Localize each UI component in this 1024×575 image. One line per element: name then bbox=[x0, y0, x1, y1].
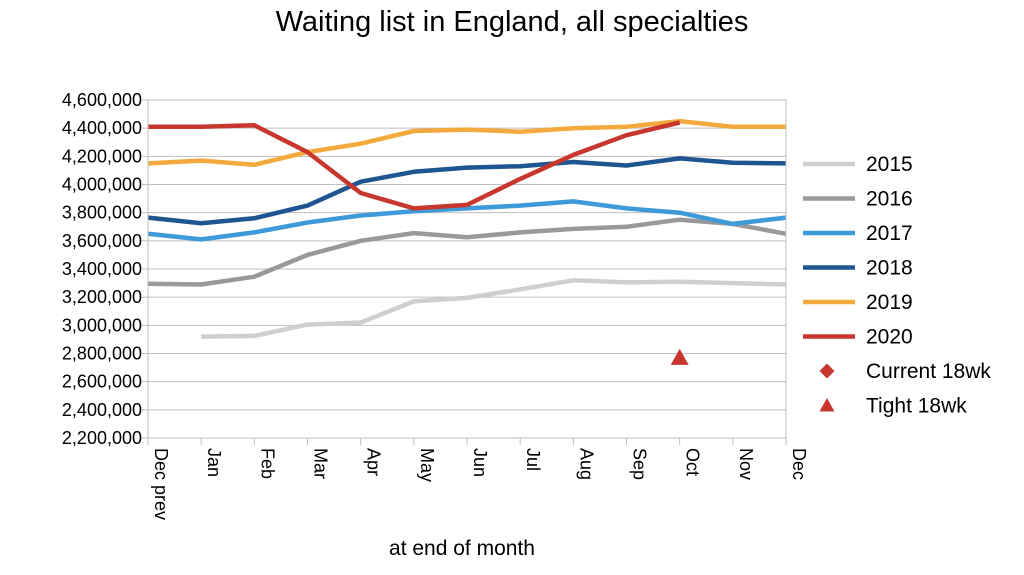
series-line-2015 bbox=[201, 278, 787, 339]
y-tick-label: 2,600,000 bbox=[62, 372, 142, 392]
x-tick-label: Aug bbox=[576, 448, 596, 480]
grid-lines bbox=[142, 99, 787, 445]
y-tick-label: 3,000,000 bbox=[62, 315, 142, 335]
y-tick-label: 4,600,000 bbox=[62, 90, 142, 110]
legend-label: 2020 bbox=[866, 326, 913, 349]
series-line-2019 bbox=[147, 118, 786, 168]
y-tick-label: 4,000,000 bbox=[62, 175, 142, 195]
marker-triangle bbox=[670, 348, 689, 365]
legend-label: Tight 18wk bbox=[866, 395, 967, 418]
x-tick-label: Oct bbox=[683, 448, 703, 476]
x-tick-label: Nov bbox=[736, 448, 756, 480]
y-axis-tick-labels: 2,200,000 2,400,000 2,600,000 2,800,000 3,00… bbox=[62, 90, 142, 448]
legend-label: 2018 bbox=[866, 257, 913, 280]
series-lines bbox=[147, 118, 787, 339]
x-axis-tick-labels: Dec prev Jan Feb Mar Apr May Jun Jul Aug Sep Oct No… bbox=[151, 448, 809, 520]
legend-marker-triangle bbox=[819, 398, 835, 412]
y-tick-label: 3,200,000 bbox=[62, 287, 142, 307]
legend: 2015 2016 2017 2018 2019 2020 Current 18wk Tigh… bbox=[803, 153, 991, 418]
y-tick-label: 3,600,000 bbox=[62, 231, 142, 251]
legend-label: 2017 bbox=[866, 222, 913, 245]
y-tick-label: 2,800,000 bbox=[62, 344, 142, 364]
x-tick-label: May bbox=[417, 448, 437, 482]
series-line-2020 bbox=[148, 120, 681, 211]
x-tick-label: Jun bbox=[470, 448, 490, 477]
marker-points bbox=[670, 348, 689, 365]
x-tick-label: Jul bbox=[523, 448, 543, 471]
y-tick-label: 2,400,000 bbox=[62, 400, 142, 420]
y-tick-label: 4,200,000 bbox=[62, 146, 142, 166]
chart-title: Waiting list in England, all specialties bbox=[275, 6, 749, 38]
y-tick-label: 4,400,000 bbox=[62, 118, 142, 138]
x-tick-label: Dec bbox=[789, 448, 809, 480]
x-tick-label: Dec prev bbox=[151, 448, 171, 520]
x-tick-label: Mar bbox=[311, 448, 331, 479]
x-axis-title: at end of month bbox=[389, 537, 535, 560]
legend-marker-diamond bbox=[819, 363, 835, 379]
y-tick-label: 3,800,000 bbox=[62, 203, 142, 223]
series-line-2017 bbox=[147, 199, 787, 242]
x-tick-label: Jan bbox=[204, 448, 224, 477]
plot-area-frame bbox=[147, 99, 787, 439]
legend-label: 2016 bbox=[866, 188, 913, 211]
series-line-2016 bbox=[147, 217, 787, 287]
series-line-2018 bbox=[147, 156, 787, 226]
y-tick-label: 2,200,000 bbox=[62, 428, 142, 448]
legend-label: Current 18wk bbox=[866, 360, 991, 383]
legend-label: 2015 bbox=[866, 153, 913, 176]
x-tick-label: Apr bbox=[364, 448, 384, 476]
x-tick-label: Feb bbox=[257, 448, 277, 479]
legend-label: 2019 bbox=[866, 291, 913, 314]
y-tick-label: 3,400,000 bbox=[62, 259, 142, 279]
x-tick-label: Sep bbox=[630, 448, 650, 480]
